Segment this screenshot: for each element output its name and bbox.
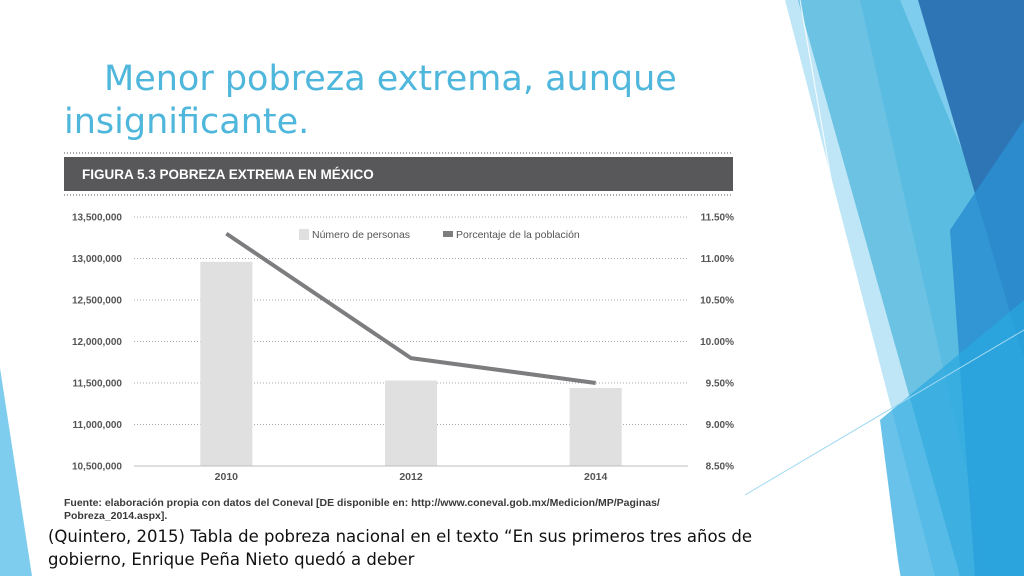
- x-axis-tick-label: 2012: [399, 471, 423, 483]
- chart-legend: Número de personas Porcentaje de la pobl…: [299, 229, 580, 241]
- left-axis-labels: 13,500,000 13,000,000 12,500,000 12,000,000…: [72, 213, 122, 473]
- right-axis-tick-label: 11.00%: [701, 254, 734, 265]
- chart-title: FIGURA 5.3 POBREZA EXTREMA EN MÉXICO: [82, 167, 374, 182]
- bar-2010: [200, 261, 253, 466]
- legend-bar-swatch: [299, 229, 309, 240]
- right-axis-tick-label: 10.00%: [700, 337, 734, 348]
- chart-header-band: [64, 157, 733, 191]
- left-axis-tick-label: 13,500,000: [72, 213, 122, 224]
- chart-source-line-2: Pobreza_2014.aspx].: [64, 510, 167, 522]
- right-axis-tick-label: 10.50%: [700, 296, 734, 307]
- legend-line-swatch: [443, 231, 453, 237]
- x-axis-tick-label: 2010: [215, 471, 239, 483]
- slide-title-line-2: insignificante.: [64, 102, 310, 142]
- left-axis-tick-label: 12,500,000: [72, 296, 122, 307]
- bar-2014: [569, 387, 622, 466]
- slide-title: Menor pobreza extrema, aunque insignific…: [64, 58, 744, 144]
- right-axis-tick-label: 8.50%: [706, 462, 734, 473]
- left-axis-tick-label: 10,500,000: [72, 462, 122, 473]
- right-axis-labels: 11.50% 11.00% 10.50% 10.00% 9.50% 9.00% 8.50%: [700, 213, 734, 473]
- right-accent-line-2: [744, 329, 1024, 496]
- x-axis-labels: 2010 2012 2014: [215, 471, 608, 483]
- line-percent-poblacion: [225, 231, 596, 385]
- left-axis-tick-label: 11,000,000: [73, 420, 123, 431]
- right-axis-tick-label: 11.50%: [701, 213, 734, 224]
- right-axis-tick-label: 9.00%: [706, 420, 734, 431]
- legend-line-label: Porcentaje de la población: [456, 229, 580, 241]
- slide-title-line-1: Menor pobreza extrema, aunque: [104, 59, 677, 99]
- right-accent-line: [799, 0, 901, 576]
- left-axis-tick-label: 12,000,000: [72, 337, 122, 348]
- line-series: [225, 231, 596, 385]
- chart-source-line-1: Fuente: elaboración propia con datos del…: [64, 497, 660, 509]
- right-axis-tick-label: 9.50%: [706, 379, 734, 390]
- slide-caption: (Quintero, 2015) Tabla de pobreza nacion…: [48, 527, 753, 569]
- left-axis-tick-label: 11,500,000: [73, 379, 123, 390]
- right-accent-shape-bottom: [880, 300, 1024, 576]
- x-axis-tick-label: 2014: [584, 471, 608, 483]
- bar-2012: [385, 380, 437, 466]
- left-axis-tick-label: 13,000,000: [72, 254, 122, 265]
- bar-series: [200, 261, 622, 466]
- legend-bar-label: Número de personas: [312, 229, 410, 241]
- left-accent-shape: [0, 368, 32, 576]
- chart-figure: FIGURA 5.3 POBREZA EXTREMA EN MÉXICO 13,…: [64, 152, 734, 522]
